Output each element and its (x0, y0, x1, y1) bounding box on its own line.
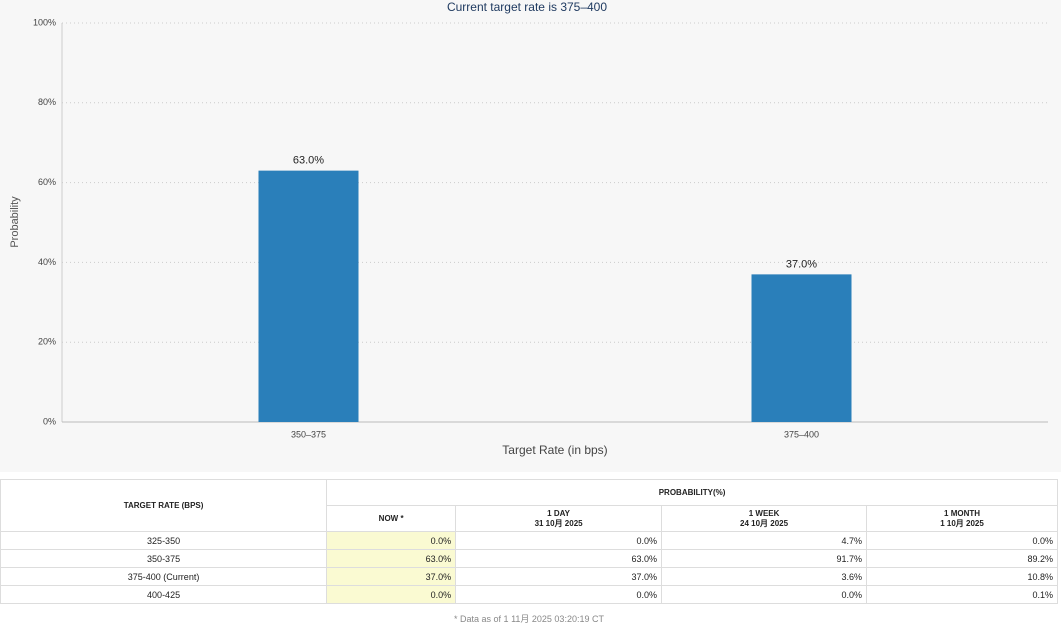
cell: 0.0% (326, 585, 457, 604)
cell: 0.0% (455, 531, 663, 550)
chart: Current target rate is 375–400 Target Ra… (0, 0, 1061, 472)
column-date: 24 10月 2025 (740, 518, 789, 528)
column-date: 1 10月 2025 (940, 518, 984, 528)
column-date: 31 10月 2025 (534, 518, 583, 528)
value-label: 63.0% (293, 155, 324, 167)
chart-title: Current target rate is 375–400 (447, 0, 607, 14)
header-row: TARGET RATE (BPS) PROBABILITY(%) (0, 479, 1058, 532)
row-header: TARGET RATE (BPS) (0, 479, 328, 532)
subheader-row: NOW * 1 DAY 31 10月 2025 1 WEEK 24 10月 2025 1 … (1, 505, 1058, 532)
y-axis-label: Probability (9, 196, 21, 248)
column-title: 1 MONTH (944, 508, 981, 518)
cell: 375-400 (Current) (0, 567, 328, 586)
cell: 400-425 (0, 585, 328, 604)
column-title: 1 DAY (547, 508, 570, 518)
cell: 0.0% (661, 585, 868, 604)
value-label: 37.0% (786, 258, 817, 270)
cell: 0.0% (455, 585, 663, 604)
data-row: 350-375 63.0% 63.0% 91.7% 89.2% (0, 549, 1058, 568)
cell: 10.8% (866, 567, 1058, 586)
cell: 37.0% (326, 567, 457, 586)
chart-background (0, 0, 1061, 472)
y-tick-label: 20% (38, 337, 56, 347)
column-title: 1 WEEK (748, 508, 780, 518)
column-header: 1 DAY 31 10月 2025 (455, 505, 663, 532)
bar (258, 170, 359, 422)
cell: 63.0% (455, 549, 663, 568)
y-tick-label: 0% (43, 416, 56, 426)
cell: 0.1% (866, 585, 1058, 604)
cell: 63.0% (326, 549, 457, 568)
column-title: NOW * (378, 514, 404, 523)
data-row: 400-425 0.0% 0.0% 0.0% 0.1% (0, 585, 1058, 604)
y-tick-label: 100% (33, 17, 56, 27)
data-row: 375-400 (Current) 37.0% 37.0% 3.6% 10.8% (0, 567, 1058, 586)
cell: 0.0% (326, 531, 457, 550)
table-note: * Data as of 1 11月 2025 03:20:19 CT (454, 614, 604, 624)
y-tick-label: 60% (38, 177, 56, 187)
cell: 3.6% (661, 567, 868, 586)
cell: 325-350 (0, 531, 328, 550)
y-tick-label: 80% (38, 97, 56, 107)
cell: 91.7% (661, 549, 868, 568)
bar (751, 274, 852, 422)
cell: 37.0% (455, 567, 663, 586)
data-row: 325-350 0.0% 0.0% 4.7% 0.0% (0, 531, 1058, 550)
y-tick-label: 40% (38, 257, 56, 267)
cell: 0.0% (866, 531, 1058, 550)
cell: 350-375 (0, 549, 328, 568)
cell: 89.2% (866, 549, 1058, 568)
x-tick-label: 350–375 (291, 429, 326, 439)
probability-table: TARGET RATE (BPS) PROBABILITY(%) NOW * 1 DA… (0, 479, 1058, 604)
column-header: 1 MONTH 1 10月 2025 (866, 505, 1058, 532)
group-header: PROBABILITY(%) (326, 479, 1058, 506)
x-axis-label: Target Rate (in bps) (502, 443, 607, 457)
column-header: NOW * (326, 505, 457, 532)
x-tick-label: 375–400 (784, 429, 819, 439)
column-header: 1 WEEK 24 10月 2025 (661, 505, 868, 532)
cell: 4.7% (661, 531, 868, 550)
